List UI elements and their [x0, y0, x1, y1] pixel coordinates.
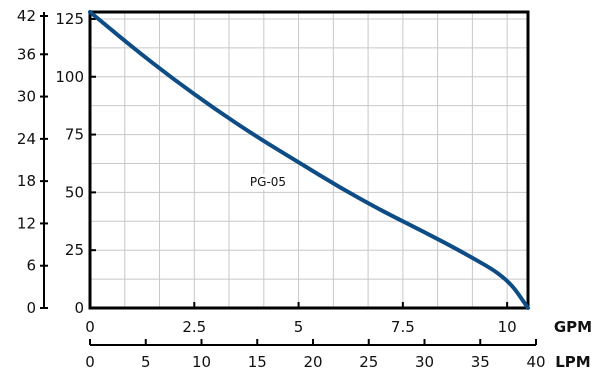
x-lpm-tick-label: 25 — [359, 353, 378, 371]
x-gpm-tick-label: 2.5 — [182, 318, 206, 336]
x-lpm-tick-label: 5 — [141, 353, 151, 371]
x-lpm-tick-label: 20 — [303, 353, 322, 371]
x-lpm-tick-label: 0 — [85, 353, 95, 371]
y-inner-tick-label: 75 — [65, 126, 84, 144]
x-lpm-tick-label: 35 — [471, 353, 490, 371]
x-gpm-tick-label: 10 — [498, 318, 517, 336]
y-inner-tick-label: 125 — [55, 10, 84, 28]
series-curve-pg-05 — [88, 10, 531, 311]
y-outer-tick-label: 0 — [26, 299, 36, 317]
x-lpm-tick-label: 30 — [415, 353, 434, 371]
y-outer-tick-label: 42 — [17, 7, 36, 25]
x-gpm-tick-label: 7.5 — [391, 318, 415, 336]
y-outer-tick-label: 12 — [17, 214, 36, 232]
x-lpm-unit-label: LPM — [555, 353, 590, 371]
x-gpm-tick-label: 0 — [85, 318, 95, 336]
y-inner-tick-label: 25 — [65, 241, 84, 259]
y-outer-tick-label: 36 — [17, 45, 36, 63]
y-outer-tick-label: 6 — [26, 257, 36, 275]
y-outer-tick-label: 30 — [17, 88, 36, 106]
series-label-pg-05: PG-05 — [250, 175, 286, 189]
x-gpm-unit-label: GPM — [554, 318, 592, 336]
y-outer-tick-label: 24 — [17, 130, 36, 148]
y-inner-tick-label: 0 — [74, 299, 84, 317]
x-lpm-tick-label: 40 — [526, 353, 545, 371]
x-lpm-tick-label: 10 — [192, 353, 211, 371]
series-label-background — [248, 174, 288, 190]
y-outer-tick-label: 18 — [17, 172, 36, 190]
x-lpm-tick-label: 15 — [248, 353, 267, 371]
y-inner-tick-label: 50 — [65, 183, 84, 201]
plot-frame — [88, 10, 530, 310]
x-gpm-tick-label: 5 — [294, 318, 304, 336]
y-inner-tick-label: 100 — [55, 68, 84, 86]
